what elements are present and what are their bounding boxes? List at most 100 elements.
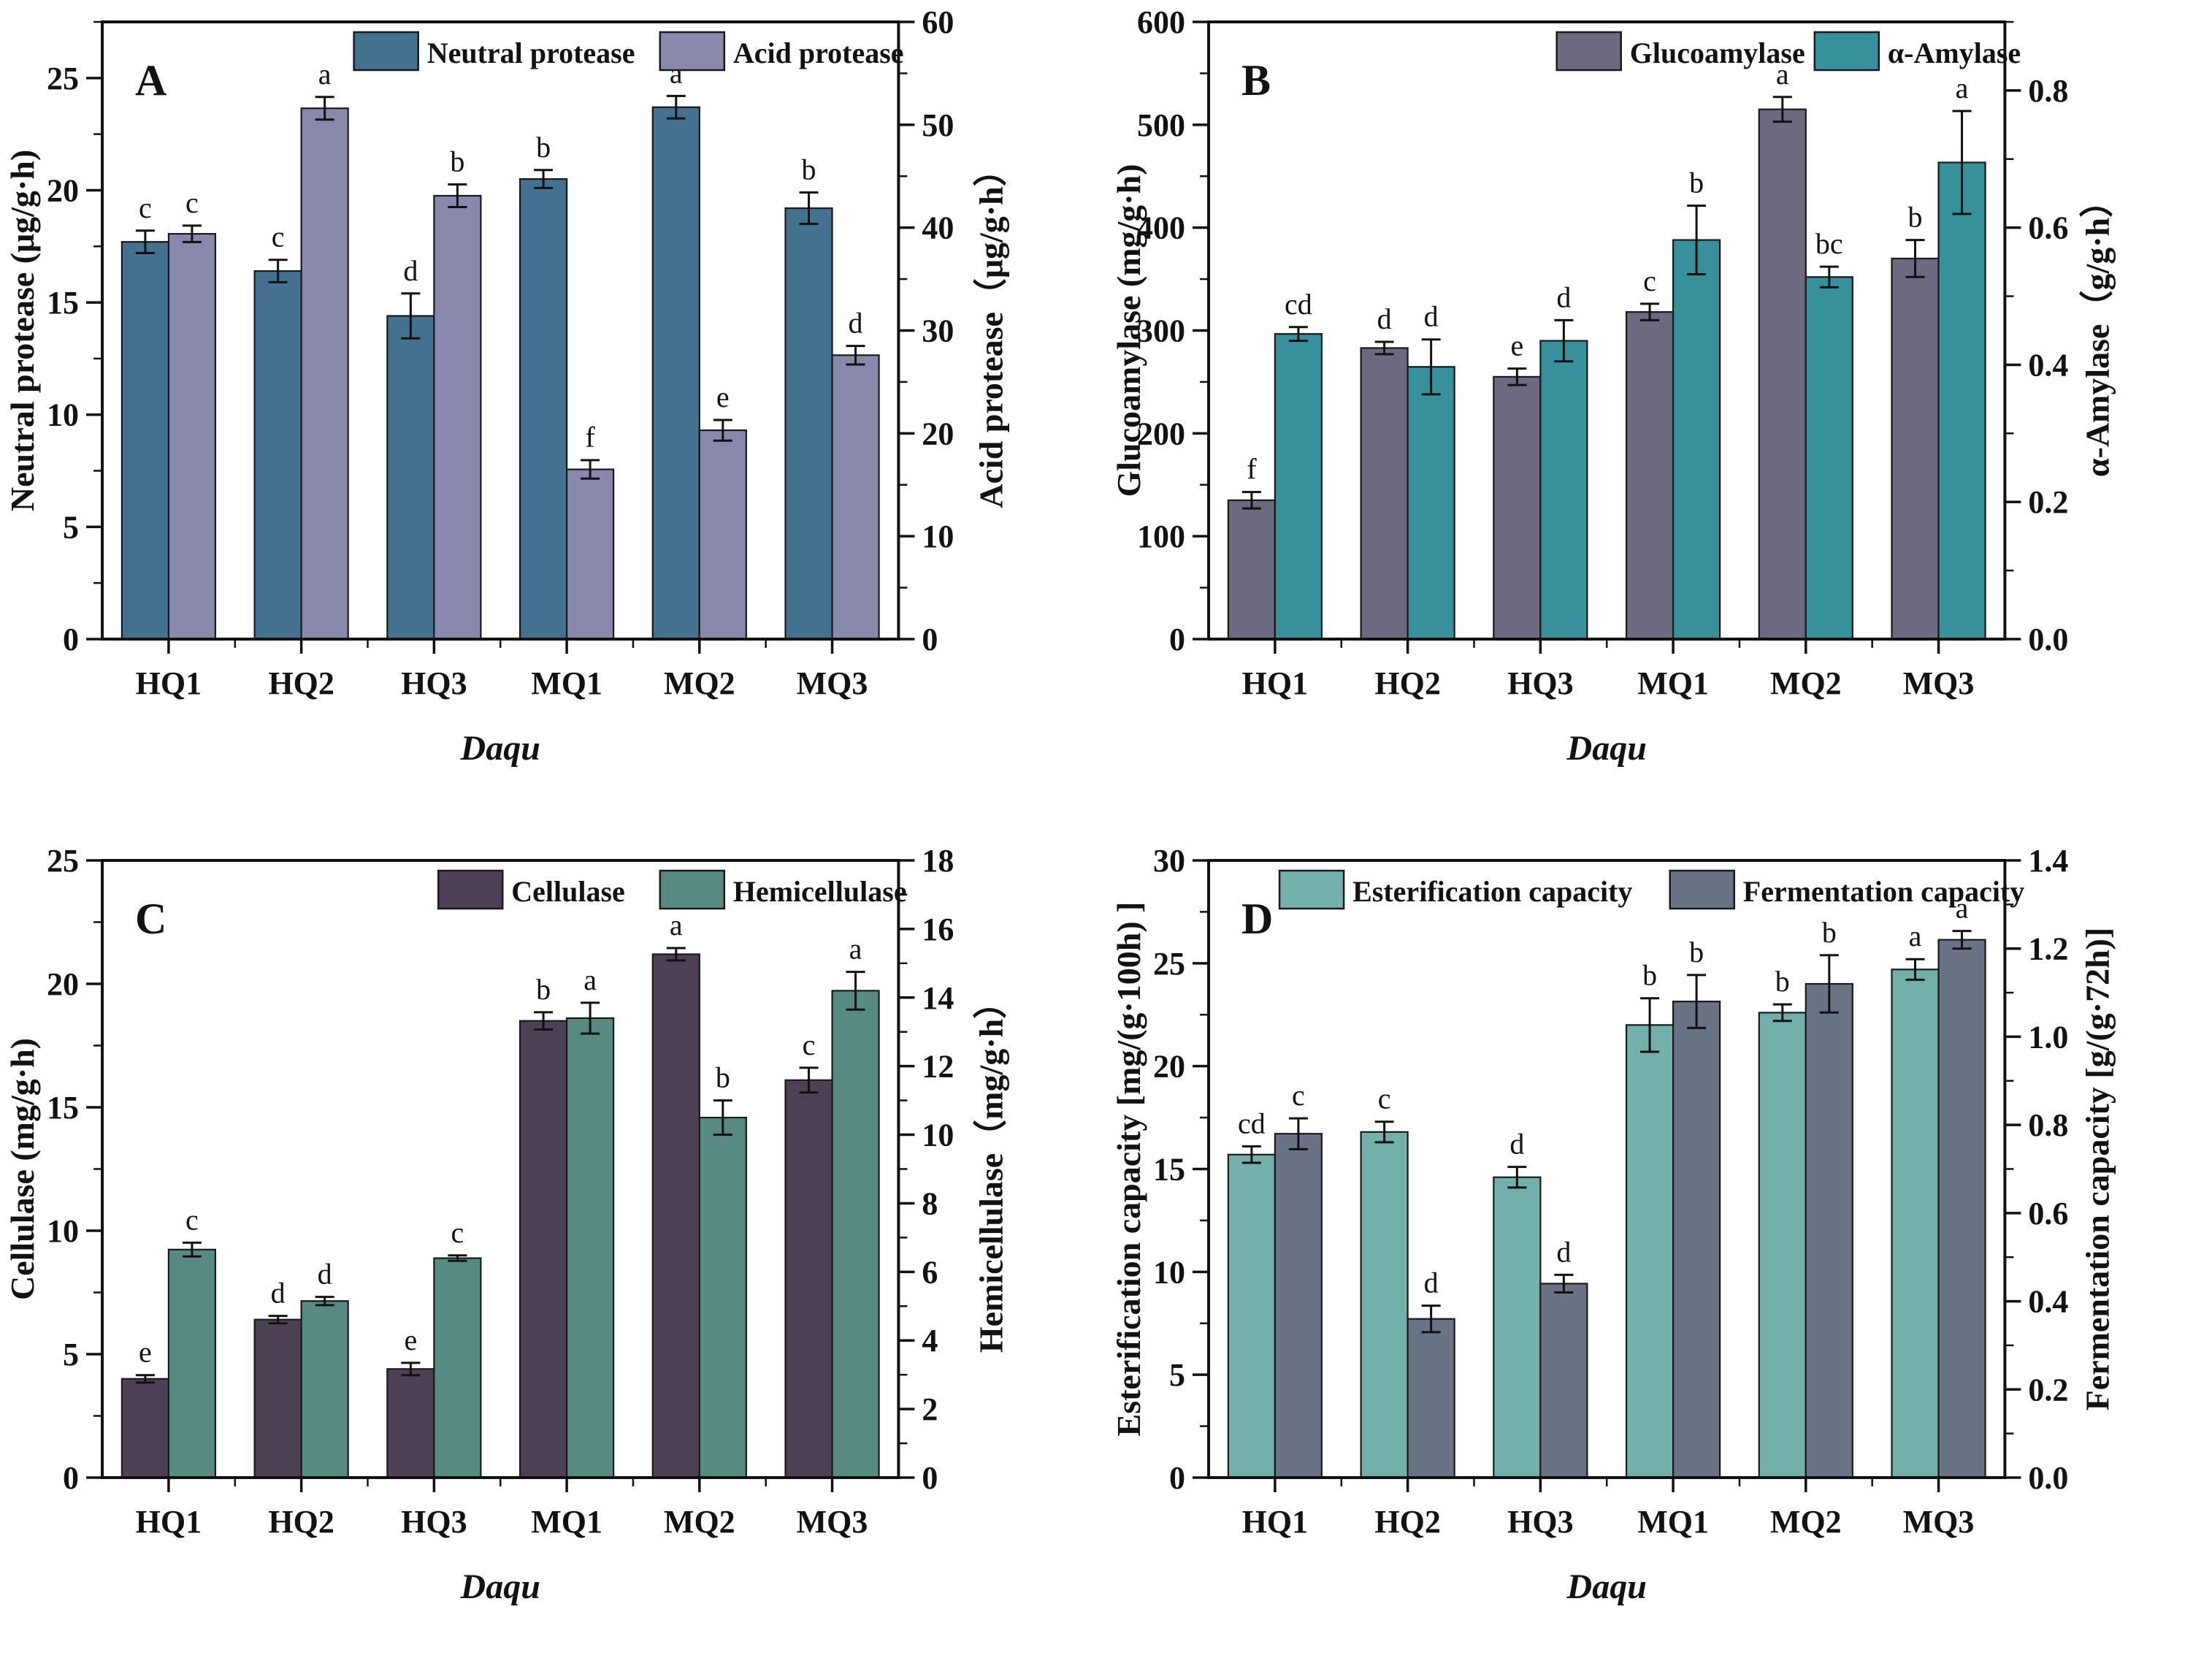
legend-label-esterification-capacity: Esterification capacity [1352, 875, 1632, 908]
bar-hq2-fermentation-capacity [1407, 1318, 1455, 1479]
error-bar-hq2-fermentation-capacity [1421, 1304, 1441, 1334]
svg-text:10: 10 [922, 1118, 954, 1153]
x-axis: HQ1 HQ2 HQ3 MQ1 MQ2 MQ3 [1241, 639, 1974, 701]
left-axis: 0 5 10 15 20 25 [47, 20, 103, 657]
bar-hq2-acid-protease [300, 107, 349, 641]
bar-mq2-neutral-protease [651, 106, 700, 641]
error-bar-mq1-amylase [1686, 205, 1706, 276]
svg-text:8: 8 [922, 1185, 938, 1221]
significance-letter: cd [1238, 1107, 1266, 1140]
significance-letter: a [1955, 892, 1968, 925]
significance-letter: e [139, 1336, 152, 1369]
svg-text:16: 16 [922, 912, 954, 947]
svg-text:20: 20 [47, 172, 79, 208]
bar-mq1-fermentation-capacity [1672, 1001, 1721, 1479]
significance-letter: d [1556, 280, 1571, 313]
svg-text:15: 15 [47, 1090, 79, 1126]
error-bar-hq1-acid-protease [182, 224, 202, 243]
x-tick-label: MQ3 [797, 1504, 868, 1540]
svg-text:0.2: 0.2 [2028, 1372, 2068, 1407]
right-axis-title: Acid protease（μg/g·h） [972, 153, 1009, 508]
bar-hq3-amylase [1539, 340, 1588, 641]
significance-letter: c [1377, 1082, 1390, 1115]
svg-text:40: 40 [922, 210, 954, 246]
svg-text:0.8: 0.8 [2028, 1107, 2068, 1143]
svg-text:0: 0 [1169, 622, 1185, 657]
bar-mq2-hemicellulase [698, 1116, 747, 1479]
legend-swatch-hemicellulase [659, 869, 726, 910]
error-bar-hq1-neutral-protease [135, 229, 155, 254]
svg-text:25: 25 [1153, 946, 1185, 982]
significance-letter: b [1689, 936, 1704, 969]
x-tick-label: HQ2 [1374, 1504, 1440, 1540]
error-bar-mq3-hemicellulase [846, 971, 865, 1011]
svg-text:25: 25 [47, 843, 79, 879]
significance-letter: c [803, 1028, 816, 1061]
error-bar-mq3-glucoamylase [1905, 239, 1925, 278]
error-bar-hq3-cellulase [401, 1361, 421, 1377]
error-bar-hq1-cellulase [135, 1374, 155, 1384]
right-axis-title: Fermentation capacity [g/(g·72h)] [2078, 928, 2116, 1411]
svg-text:500: 500 [1137, 107, 1185, 143]
error-bar-mq1-hemicellulase [581, 1001, 600, 1035]
significance-letter: b [450, 145, 464, 178]
significance-letter: cd [1285, 288, 1312, 321]
significance-letter: d [318, 1258, 332, 1291]
bar-hq3-neutral-protease [386, 315, 435, 641]
significance-letter: d [1556, 1235, 1571, 1268]
error-bar-hq3-hemicellulase [448, 1254, 467, 1262]
panel-c-cellulase-hemicellulase-chart: edebaccdcaba0510152025024681012141618HQ1… [0, 838, 1106, 1677]
svg-text:15: 15 [1153, 1152, 1185, 1188]
bar-mq3-amylase [1937, 161, 1986, 641]
svg-text:14: 14 [922, 980, 954, 1016]
significance-letter: d [849, 307, 863, 340]
bar-hq1-glucoamylase [1227, 499, 1276, 641]
bar-hq2-amylase [1407, 366, 1455, 641]
error-bar-mq3-neutral-protease [799, 191, 819, 226]
x-axis-title: Daqu [460, 1567, 540, 1606]
x-tick-label: MQ1 [531, 1504, 602, 1540]
svg-text:5: 5 [63, 1337, 79, 1372]
x-tick-label: HQ2 [1374, 665, 1440, 701]
x-tick-label: HQ1 [136, 1504, 202, 1540]
svg-text:0.4: 0.4 [2028, 1284, 2068, 1320]
error-bar-hq3-neutral-protease [401, 292, 421, 340]
legend: Cellulase Hemicellulase [437, 869, 907, 910]
left-axis-title: Glucoamylase (mg/g·h) [1110, 164, 1147, 497]
error-bar-mq3-amylase [1952, 110, 1972, 215]
svg-text:50: 50 [922, 107, 954, 143]
svg-text:20: 20 [1153, 1049, 1185, 1085]
svg-text:600: 600 [1137, 4, 1185, 40]
bar-mq3-glucoamylase [1890, 257, 1940, 641]
bar-hq2-glucoamylase [1360, 347, 1409, 641]
significance-letter: d [1509, 1128, 1524, 1161]
error-bar-mq3-esterification-capacity [1905, 958, 1925, 981]
svg-text:0: 0 [63, 622, 79, 657]
bar-mq2-acid-protease [698, 429, 747, 641]
bar-hq1-cellulase [120, 1378, 170, 1479]
significance-letter: c [139, 191, 152, 224]
error-bar-hq3-glucoamylase [1507, 367, 1526, 386]
error-bar-hq1-hemicellulase [182, 1241, 202, 1258]
svg-text:0.4: 0.4 [2028, 347, 2068, 383]
legend-label-acid-protease: Acid protease [733, 37, 904, 69]
legend-label-glucoamylase: Glucoamylase [1629, 37, 1805, 69]
error-bar-hq3-fermentation-capacity [1553, 1273, 1573, 1294]
x-tick-label: HQ1 [1241, 665, 1307, 701]
bar-mq3-esterification-capacity [1890, 969, 1940, 1479]
legend-label-amylase: α-Amylase [1887, 37, 2020, 69]
significance-letter: e [716, 381, 730, 413]
bar-mq3-neutral-protease [784, 207, 833, 641]
bar-mq2-amylase [1805, 276, 1853, 641]
bar-hq3-hemicellulase [433, 1257, 482, 1479]
x-tick-label: HQ3 [1507, 665, 1573, 701]
x-axis-title: Daqu [460, 729, 540, 768]
svg-text:10: 10 [47, 397, 79, 433]
error-bar-mq1-neutral-protease [534, 169, 554, 189]
right-axis-title: Hemicellulase（mg/g·h） [972, 985, 1009, 1353]
error-bar-hq1-fermentation-capacity [1288, 1117, 1308, 1150]
x-axis-title: Daqu [1566, 1567, 1646, 1606]
